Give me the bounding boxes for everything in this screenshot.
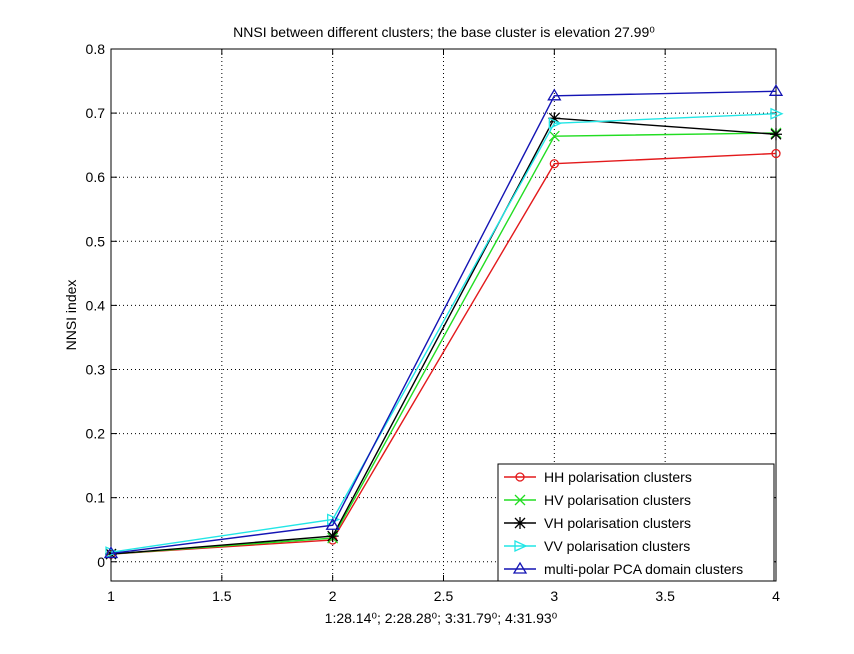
series-4 <box>105 107 784 559</box>
data-point <box>770 128 782 141</box>
x-tick-label: 3.5 <box>655 588 675 604</box>
data-point <box>105 548 117 561</box>
data-point <box>548 112 561 125</box>
series-3 <box>105 112 782 561</box>
data-point <box>325 517 340 530</box>
y-tick-label: 0.2 <box>86 426 106 442</box>
y-tick-label: 0.7 <box>86 105 106 121</box>
data-point <box>548 130 560 142</box>
data-point <box>549 159 559 169</box>
legend-marker <box>514 539 528 553</box>
x-tick-label: 2.5 <box>434 588 454 604</box>
x-tick-label: 3 <box>550 588 558 604</box>
x-tick-label: 1 <box>107 588 115 604</box>
data-point <box>327 513 341 526</box>
legend-label: HV polarisation clusters <box>544 492 691 508</box>
data-point <box>771 148 781 159</box>
x-tick-label: 2 <box>329 588 337 604</box>
y-tick-label: 0.4 <box>86 297 106 313</box>
legend-marker <box>514 494 526 506</box>
legend-marker <box>514 517 526 529</box>
legend-item: multi-polar PCA domain clusters <box>504 561 743 577</box>
series-line <box>110 113 777 553</box>
data-point <box>768 84 784 96</box>
y-axis-label: NNSI index <box>63 280 79 351</box>
legend-item: HV polarisation clusters <box>504 492 691 508</box>
data-point <box>105 546 119 559</box>
data-point <box>103 546 119 559</box>
legend-marker <box>512 561 528 574</box>
legend-item: HH polarisation clusters <box>504 469 692 485</box>
legend-item: VV polarisation clusters <box>504 538 690 554</box>
legend-item: VH polarisation clusters <box>504 515 691 531</box>
legend-label: HH polarisation clusters <box>544 469 692 485</box>
data-point <box>326 530 339 543</box>
y-tick-label: 0.8 <box>86 41 106 57</box>
ticks: 1 1.5 2 2.5 3 3.5 4 0 0.1 0.2 0.3 0.4 0.5 0.6 0.7 0.8 <box>86 41 781 604</box>
legend-label: VH polarisation clusters <box>544 515 691 531</box>
y-tick-label: 0.1 <box>86 490 106 506</box>
legend-label: VV polarisation clusters <box>544 538 690 554</box>
series-line <box>110 90 777 555</box>
y-tick-label: 0.5 <box>86 233 106 249</box>
grid <box>111 49 776 581</box>
y-tick-label: 0.3 <box>86 361 106 377</box>
y-tick-label: 0.6 <box>86 169 106 185</box>
series-5 <box>103 84 784 559</box>
series-line <box>110 152 777 555</box>
series-group <box>103 84 784 561</box>
chart-title: NNSI between different clusters; the bas… <box>233 24 655 40</box>
series-line <box>110 117 777 555</box>
data-point <box>548 117 562 130</box>
data-point <box>547 88 562 101</box>
legend-label: multi-polar PCA domain clusters <box>544 561 743 577</box>
legend: HH polarisation clusters HV polarisation … <box>497 463 775 582</box>
series-line <box>110 132 777 555</box>
legend-marker <box>515 472 525 482</box>
legend-box <box>497 463 775 582</box>
x-axis-label: 1:28.14⁰; 2:28.28⁰; 3:31.79⁰; 4:31.93⁰ <box>325 610 558 626</box>
y-tick-label: 0 <box>97 554 105 570</box>
x-tick-label: 1.5 <box>212 588 232 604</box>
x-tick-label: 4 <box>772 588 780 604</box>
data-point <box>770 107 784 120</box>
